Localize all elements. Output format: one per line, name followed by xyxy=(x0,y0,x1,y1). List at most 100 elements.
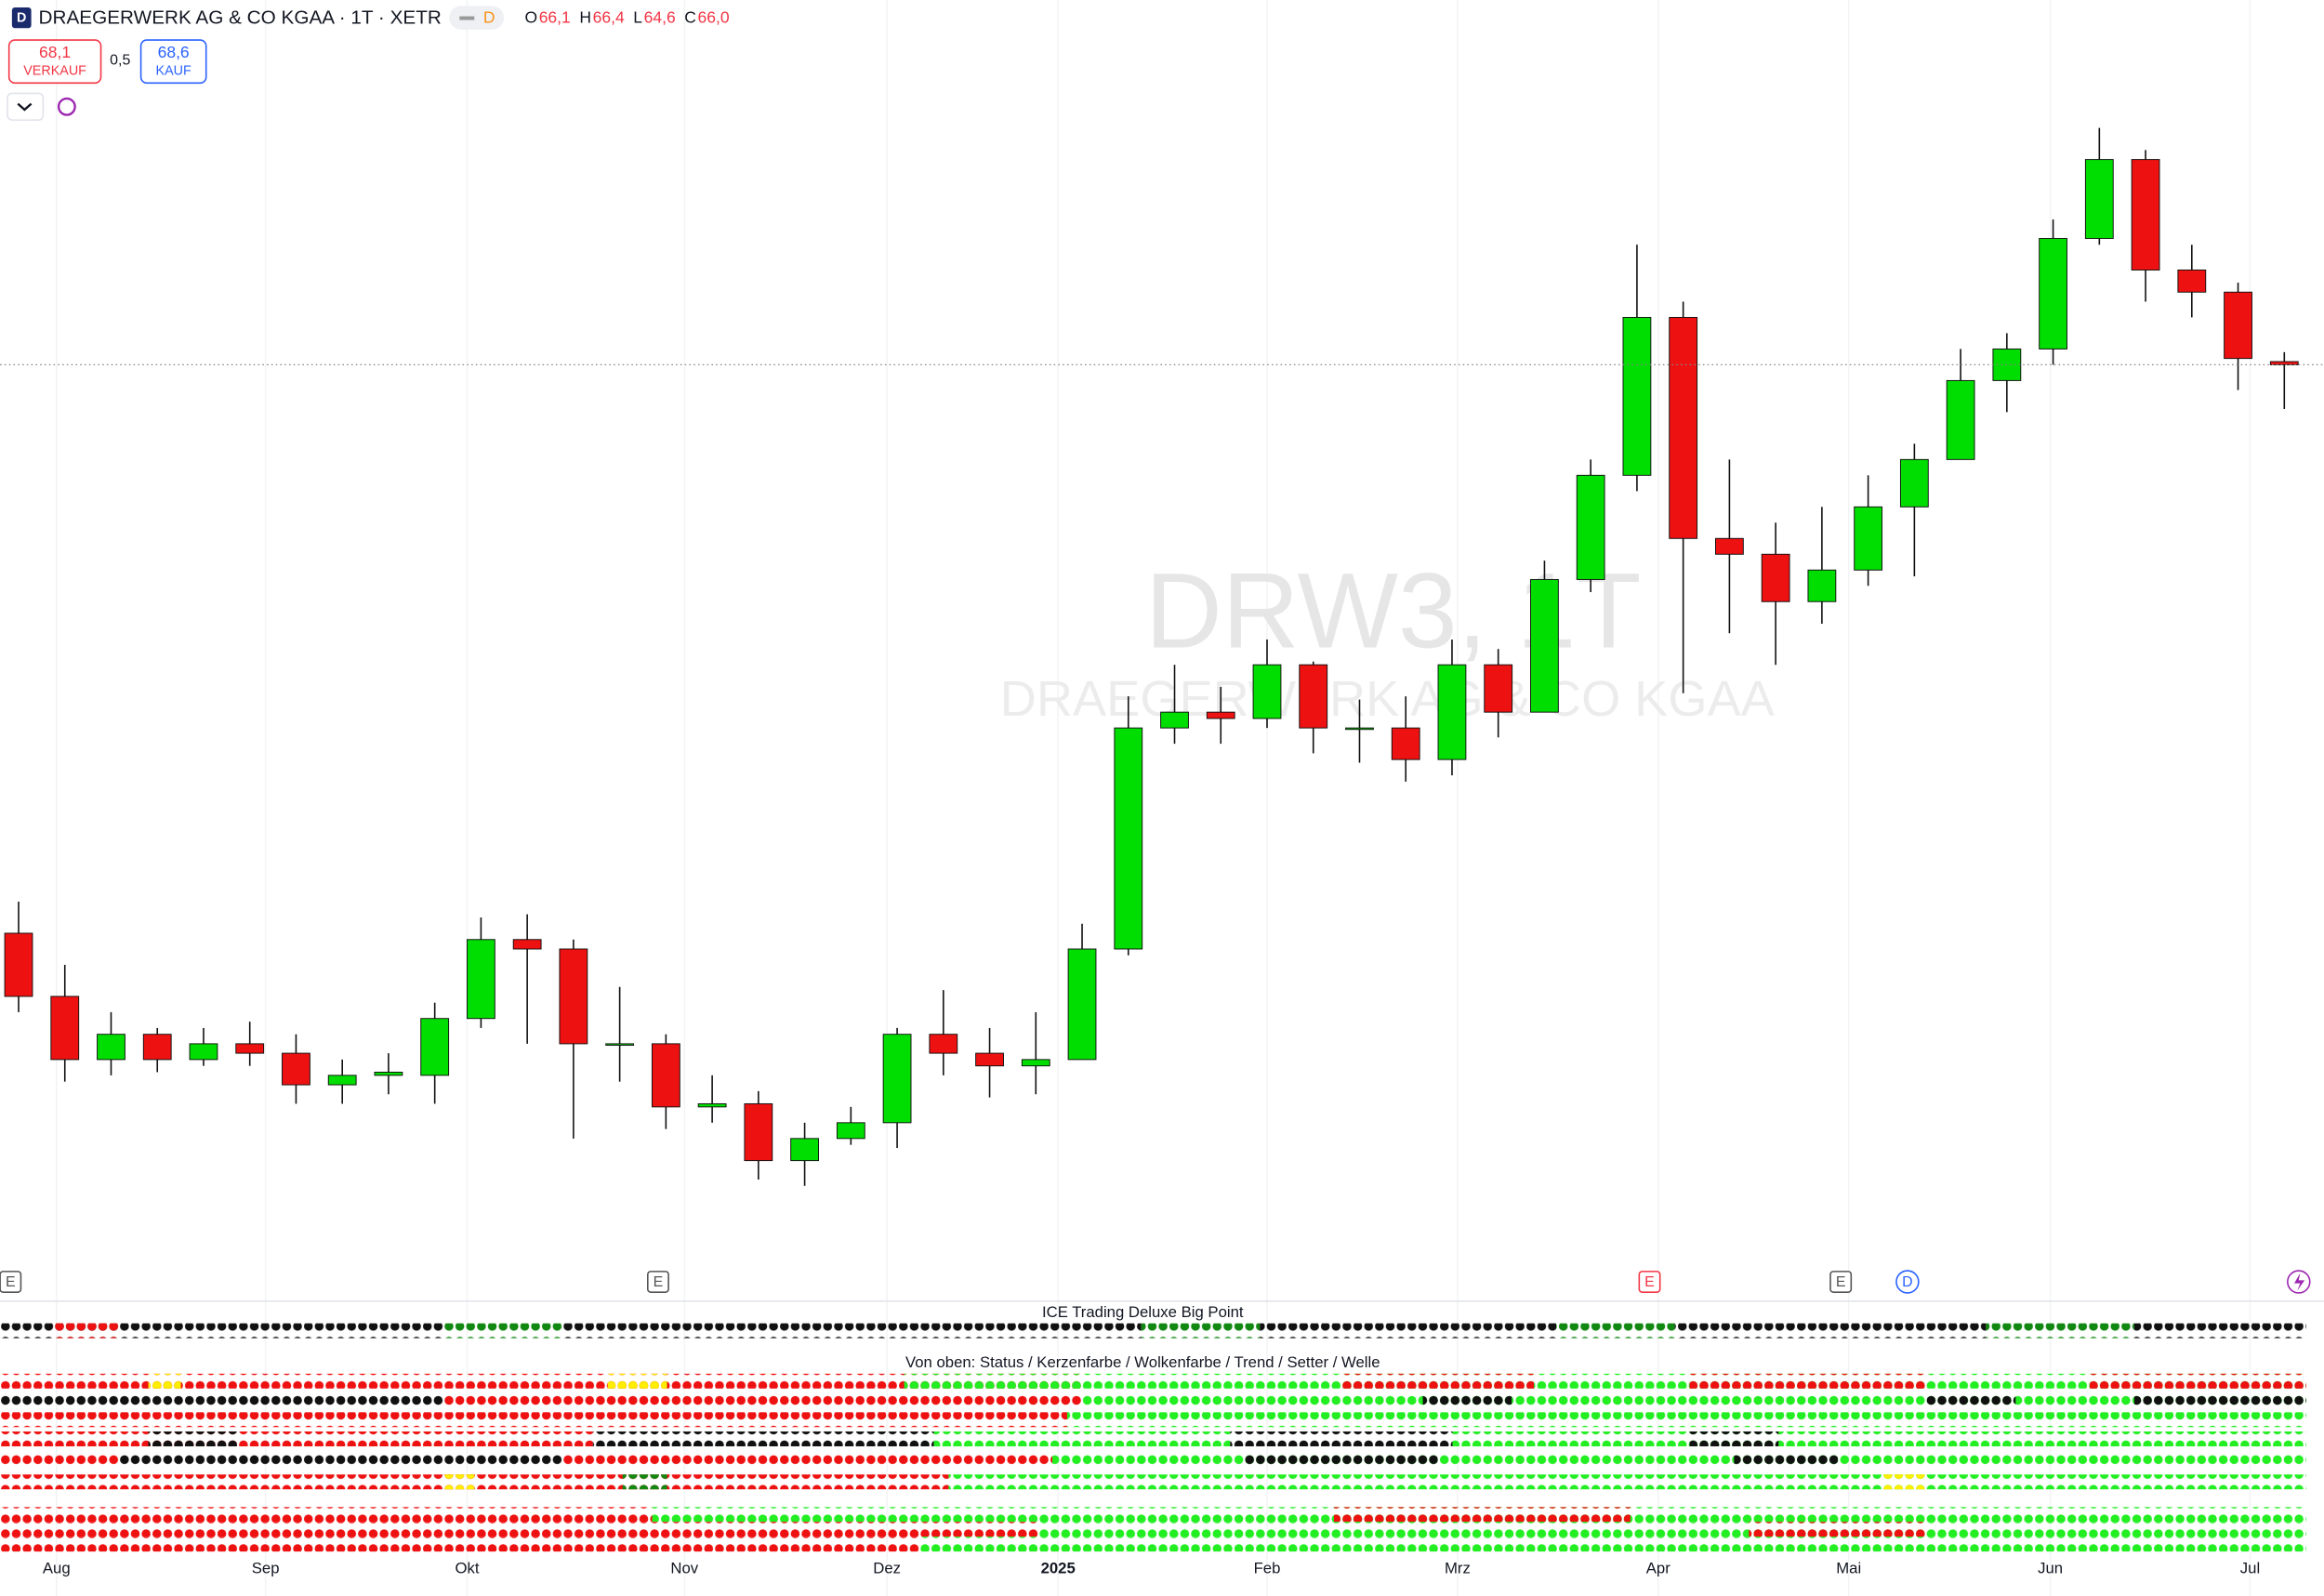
candle-body xyxy=(697,1102,727,1108)
candle-body xyxy=(1946,379,1975,460)
candle-body xyxy=(1206,711,1235,719)
symbol-title[interactable]: DRAEGERWERK AG & CO KGAA · 1T · XETR xyxy=(39,7,442,28)
lightning-icon xyxy=(2294,1273,2305,1291)
dot-row xyxy=(1260,1323,1557,1339)
event-badge[interactable] xyxy=(1829,1271,1853,1293)
candle-body xyxy=(744,1102,773,1162)
event-badge[interactable] xyxy=(1638,1271,1661,1293)
interval-pill[interactable] xyxy=(449,6,505,30)
dot-row xyxy=(1674,1323,1987,1339)
buy-price: 68,6 xyxy=(158,43,190,61)
momentum-rows xyxy=(0,1507,2306,1552)
event-label: D xyxy=(1902,1274,1913,1290)
ohlc-value: 66,4 xyxy=(593,8,625,27)
dot-row xyxy=(1749,1522,1927,1537)
pill-dash xyxy=(459,16,475,20)
spread: 0,5 xyxy=(110,53,130,69)
x-tick-label: Jul xyxy=(2240,1560,2260,1577)
candle-body xyxy=(2224,291,2252,360)
x-tick-label: Jun xyxy=(2038,1560,2063,1577)
candle-body xyxy=(1899,458,1929,508)
dot-row xyxy=(948,1474,2306,1490)
event-badge[interactable] xyxy=(1895,1270,1920,1294)
candle-body xyxy=(1761,553,1790,602)
dot-row xyxy=(444,1474,475,1490)
dot-row xyxy=(1986,1323,2134,1339)
dot-row xyxy=(904,1373,1082,1389)
event-badge[interactable] xyxy=(647,1271,669,1293)
candle-body xyxy=(1345,727,1374,731)
dot-row xyxy=(1037,1522,2306,1537)
watermark-symbol: DRW3, 1T xyxy=(1145,552,1642,671)
candle-body xyxy=(1067,948,1097,1061)
dot-row xyxy=(1066,1412,2306,1428)
sell-button[interactable] xyxy=(7,39,102,85)
ohlc-key: O xyxy=(524,8,537,27)
sync-icon[interactable] xyxy=(57,97,76,116)
sell-label: VERKAUF xyxy=(23,63,86,78)
dot-row xyxy=(1556,1323,1675,1339)
candle-body xyxy=(97,1034,125,1061)
candle-body xyxy=(2177,270,2207,293)
chevron-icon xyxy=(17,102,33,112)
candle-body xyxy=(1576,474,1605,580)
candle-body xyxy=(1807,569,1837,602)
candle-body xyxy=(1252,664,1282,719)
dot-row xyxy=(1333,1507,1631,1523)
dot-row xyxy=(1926,1392,2016,1408)
candle-body xyxy=(1437,664,1467,760)
dot-row xyxy=(918,1537,2306,1552)
candle-body xyxy=(1299,664,1328,729)
candle-body xyxy=(374,1071,403,1076)
candle-body xyxy=(2039,238,2067,350)
dot-row xyxy=(2133,1323,2306,1339)
candle-body xyxy=(189,1043,218,1061)
ohlc-key: L xyxy=(633,8,642,27)
event-badge[interactable] xyxy=(0,1271,22,1293)
candle-body xyxy=(1854,506,1883,571)
dot-row xyxy=(2089,1373,2306,1389)
symbol-logo xyxy=(11,7,32,29)
candle-body xyxy=(1622,316,1652,476)
dot-row xyxy=(1882,1474,1927,1490)
buy-label: KAUF xyxy=(156,63,191,78)
x-tick-label: Mrz xyxy=(1445,1560,1471,1577)
ohlc-value: 66,1 xyxy=(539,8,571,27)
dot-row xyxy=(1081,1392,2306,1408)
candle-body xyxy=(975,1052,1004,1067)
dot-row xyxy=(53,1323,119,1339)
event-label: E xyxy=(1836,1274,1846,1290)
dot-row xyxy=(444,1392,1082,1408)
dot-row xyxy=(1734,1452,1838,1468)
interval-badge: D xyxy=(483,8,495,27)
dot-row xyxy=(444,1323,563,1339)
ohlc-key: C xyxy=(684,8,696,27)
dot-row xyxy=(0,1412,1067,1428)
candle-body xyxy=(1669,316,1698,539)
dot-row xyxy=(562,1452,1053,1468)
dot-row xyxy=(2133,1392,2306,1408)
buy-button[interactable] xyxy=(139,39,207,85)
dot-row xyxy=(0,1522,1038,1537)
dot-row xyxy=(0,1537,919,1552)
status-rows xyxy=(0,1373,2306,1490)
candle-body xyxy=(235,1043,265,1054)
watermark-name: DRAEGERWERK AG & CO KGAA xyxy=(1000,671,1776,727)
candle-body xyxy=(327,1075,357,1086)
dot-row xyxy=(1230,1431,1453,1446)
indicator-title: ICE Trading Deluxe Big Point xyxy=(1042,1303,1244,1321)
dot-row xyxy=(1245,1452,1438,1468)
candle-body xyxy=(50,996,80,1061)
collapse-button[interactable] xyxy=(7,92,45,121)
dot-row xyxy=(0,1392,445,1408)
candle-body xyxy=(559,948,588,1045)
x-tick-label: Nov xyxy=(670,1560,698,1577)
dot-row xyxy=(562,1323,1142,1339)
ohlc-key: H xyxy=(579,8,591,27)
dot-row xyxy=(0,1431,593,1446)
dot-row xyxy=(1422,1392,1512,1408)
x-tick-label: Apr xyxy=(1646,1560,1670,1577)
dot-row xyxy=(607,1373,667,1389)
dot-row xyxy=(1689,1373,1927,1389)
candle-body xyxy=(1160,711,1189,729)
